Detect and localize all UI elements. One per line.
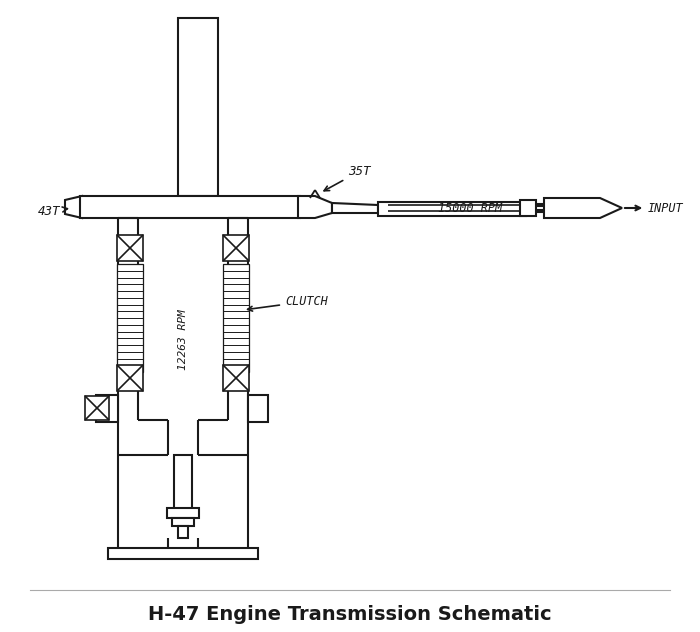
Polygon shape — [172, 518, 194, 526]
Polygon shape — [178, 18, 218, 196]
Text: 43T: 43T — [38, 205, 67, 218]
Polygon shape — [117, 365, 143, 391]
Polygon shape — [248, 395, 268, 422]
Polygon shape — [178, 526, 188, 538]
Polygon shape — [117, 235, 143, 261]
Text: 15000 RPM: 15000 RPM — [438, 202, 502, 214]
Polygon shape — [520, 200, 544, 216]
Polygon shape — [108, 548, 258, 559]
Polygon shape — [332, 203, 378, 213]
Polygon shape — [223, 365, 249, 391]
Text: INPUT: INPUT — [625, 202, 684, 214]
Polygon shape — [223, 235, 249, 261]
Polygon shape — [117, 264, 143, 372]
Polygon shape — [378, 202, 526, 216]
Text: 12263 RPM: 12263 RPM — [178, 310, 188, 370]
Text: CLUTCH: CLUTCH — [248, 295, 328, 311]
Polygon shape — [174, 455, 192, 510]
Polygon shape — [80, 196, 300, 218]
Polygon shape — [167, 508, 199, 518]
Text: 35T: 35T — [324, 165, 370, 191]
Polygon shape — [65, 196, 82, 218]
Text: H-47 Engine Transmission Schematic: H-47 Engine Transmission Schematic — [148, 605, 552, 624]
Polygon shape — [223, 264, 249, 372]
Polygon shape — [96, 395, 118, 422]
Polygon shape — [85, 396, 109, 420]
Polygon shape — [298, 196, 332, 218]
Polygon shape — [544, 198, 622, 218]
